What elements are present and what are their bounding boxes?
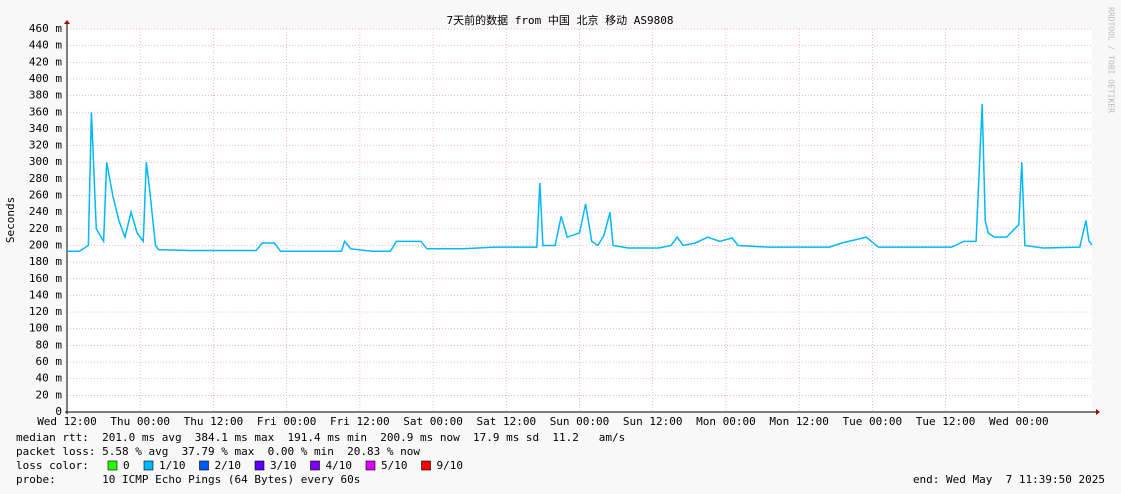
x-tick-label: Sat 00:00 [403, 415, 463, 428]
y-tick-label: 440 m [29, 39, 62, 52]
legend-entry: 5/10 [381, 459, 408, 472]
legend-entry: 4/10 [326, 459, 353, 472]
x-tick-label: Wed 12:00 [37, 415, 97, 428]
y-tick-label: 340 m [29, 122, 62, 135]
y-tick-label: 80 m [36, 338, 63, 351]
legend-swatch [310, 460, 320, 471]
y-tick-label: 360 m [29, 105, 62, 118]
stats-line: median rtt: 201.0 ms avg 384.1 ms max 19… [16, 431, 625, 444]
x-tick-label: Tue 00:00 [843, 415, 903, 428]
y-tick-label: 20 m [36, 388, 63, 401]
y-tick-label: 300 m [29, 155, 62, 168]
y-tick-label: 240 m [29, 205, 62, 218]
y-tick-label: 60 m [36, 355, 63, 368]
x-tick-label: Fri 00:00 [257, 415, 317, 428]
watermark: RRDTOOL / TOBI OETIKER [1107, 7, 1116, 113]
x-tick-label: Fri 12:00 [330, 415, 390, 428]
stats-line: packet loss: 5.58 % avg 37.79 % max 0.00… [16, 445, 420, 458]
legend-entry: 1/10 [159, 459, 186, 472]
y-tick-label: 180 m [29, 255, 62, 268]
y-tick-label: 320 m [29, 139, 62, 152]
chart-title: 7天前的数据 from 中国 北京 移动 AS9808 [447, 13, 674, 27]
axis-arrow [1096, 409, 1100, 415]
x-tick-label: Thu 12:00 [184, 415, 244, 428]
x-tick-label: Mon 00:00 [696, 415, 756, 428]
legend-swatch [254, 460, 265, 471]
legend-swatch [365, 460, 376, 471]
y-tick-label: 160 m [29, 272, 62, 285]
y-tick-label: 140 m [29, 288, 62, 301]
legend-swatch [421, 460, 431, 471]
y-tick-label: 280 m [29, 172, 62, 185]
y-tick-label: 420 m [29, 55, 62, 68]
y-tick-label: 40 m [36, 372, 63, 385]
legend-entry: 3/10 [270, 459, 297, 472]
series-line [67, 103, 1093, 253]
x-tick-label: Tue 12:00 [916, 415, 976, 428]
x-tick-label: Thu 00:00 [110, 415, 170, 428]
legend-entry: 0 [123, 459, 130, 472]
y-tick-label: 380 m [29, 89, 62, 102]
legend-entry: 9/10 [437, 459, 464, 472]
axis-arrow [64, 20, 70, 24]
end-time: end: Wed May 7 11:39:50 2025 [913, 473, 1105, 486]
y-tick-label: 100 m [29, 322, 62, 335]
legend-swatch [107, 460, 118, 471]
y-tick-label: 200 m [29, 238, 62, 251]
x-tick-label: Sun 12:00 [623, 415, 683, 428]
x-tick-label: Sat 12:00 [476, 415, 536, 428]
legend-swatch [199, 460, 209, 471]
probe: probe: 10 ICMP Echo Pings (64 Bytes) eve… [16, 473, 360, 486]
legend-label: loss color: [16, 459, 89, 472]
y-tick-label: 460 m [29, 22, 62, 35]
y-tick-label: 0 [55, 405, 62, 418]
x-tick-label: Wed 00:00 [989, 415, 1049, 428]
y-axis-label: Seconds [4, 197, 17, 243]
y-tick-label: 220 m [29, 222, 62, 235]
legend-entry: 2/10 [215, 459, 242, 472]
legend-swatch [143, 460, 154, 471]
y-tick-label: 260 m [29, 189, 62, 202]
x-tick-label: Mon 12:00 [769, 415, 829, 428]
x-tick-label: Sun 00:00 [550, 415, 610, 428]
y-tick-label: 120 m [29, 305, 62, 318]
y-tick-label: 400 m [29, 72, 62, 85]
